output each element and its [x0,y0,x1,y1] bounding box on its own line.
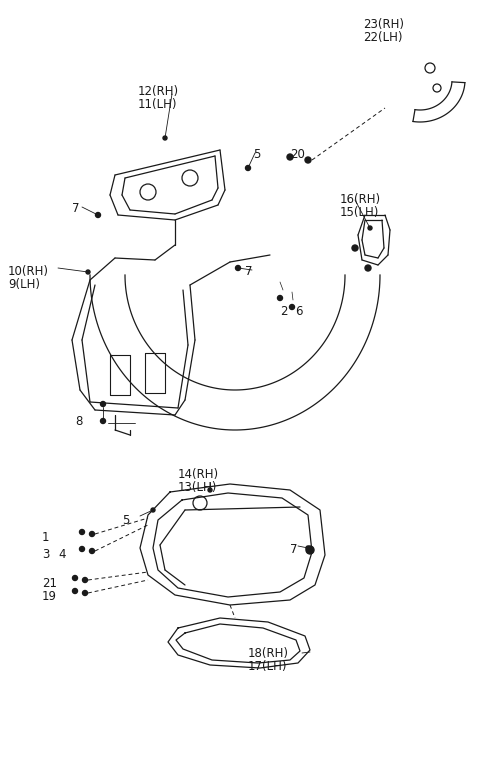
Text: 6: 6 [295,305,302,318]
Text: 10(RH): 10(RH) [8,265,49,278]
Text: 17(LH): 17(LH) [248,660,288,673]
Circle shape [89,532,95,536]
Circle shape [80,546,84,552]
Circle shape [86,270,90,274]
Text: 14(RH): 14(RH) [178,468,219,481]
Text: 23(RH): 23(RH) [363,18,404,31]
Text: 9(LH): 9(LH) [8,278,40,291]
Text: 5: 5 [122,514,130,527]
Text: 11(LH): 11(LH) [138,98,178,111]
Text: 12(RH): 12(RH) [138,85,179,98]
Text: 3: 3 [42,548,49,561]
Text: 20: 20 [290,148,305,161]
Circle shape [365,265,371,271]
Text: 7: 7 [245,265,252,278]
Circle shape [287,154,293,160]
Circle shape [96,212,100,218]
Text: 7: 7 [72,202,80,215]
Circle shape [306,546,310,550]
Text: 5: 5 [253,148,260,161]
Circle shape [352,245,358,251]
Circle shape [368,226,372,230]
Text: 19: 19 [42,590,57,603]
Circle shape [151,508,155,512]
Circle shape [83,591,87,595]
Circle shape [236,266,240,270]
Text: 8: 8 [75,415,83,428]
Circle shape [208,488,212,492]
Text: 2: 2 [280,305,288,318]
Text: 4: 4 [58,548,65,561]
Circle shape [83,578,87,582]
Text: 13(LH): 13(LH) [178,481,217,494]
Circle shape [163,136,167,140]
Circle shape [305,157,311,163]
Text: 18(RH): 18(RH) [248,647,289,660]
Circle shape [100,401,106,407]
Circle shape [245,165,251,171]
Text: 22(LH): 22(LH) [363,31,403,44]
Circle shape [89,548,95,554]
Text: 1: 1 [42,531,49,544]
Circle shape [306,546,314,554]
Text: 16(RH): 16(RH) [340,193,381,206]
Text: 15(LH): 15(LH) [340,206,379,219]
Circle shape [72,575,77,581]
Circle shape [100,418,106,424]
Circle shape [277,296,283,300]
Text: 7: 7 [290,543,298,556]
Text: 21: 21 [42,577,57,590]
Circle shape [72,588,77,594]
Circle shape [80,529,84,535]
Circle shape [289,305,295,309]
